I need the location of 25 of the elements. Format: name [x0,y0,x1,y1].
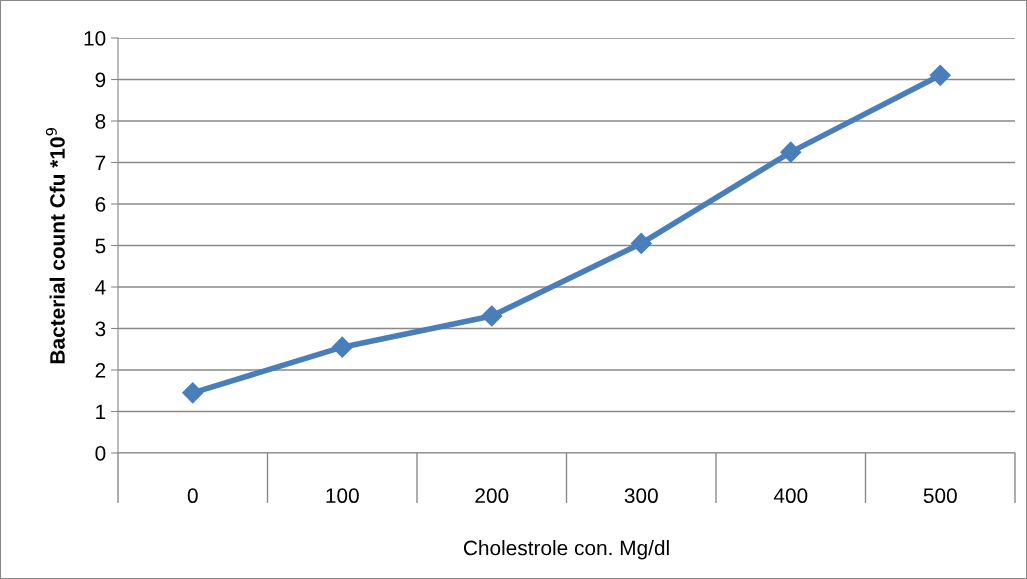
x-axis-title: Cholestrole con. Mg/dl [463,540,669,560]
x-tick-label: 200 [475,488,509,504]
x-tick-label: 100 [326,488,359,504]
x-tick-label: 0 [187,488,198,504]
point [481,305,503,327]
x-tick-label: 400 [773,488,808,504]
point [182,382,204,404]
y-tick-label: 8 [95,114,106,129]
point [780,141,802,163]
y-tick-label: 5 [95,238,106,254]
y-tick-label: 4 [95,280,106,295]
y-tick-label: 3 [95,321,106,337]
point [929,64,951,86]
y-tick-label: 6 [95,197,106,212]
y-tick-label: 9 [95,72,106,88]
y-tick-label: 7 [95,155,106,171]
point [630,232,652,254]
y-tick-label: 1 [96,404,106,420]
x-tick-label: 300 [624,488,658,504]
point [331,336,353,358]
y-axis-title: Bacterial count Cfu *10$^{9}$ [45,128,65,364]
y-tick-label: 10 [84,31,106,46]
y-tick-label: 0 [95,446,106,461]
y-tick-label: 2 [95,363,106,378]
x-tick-label: 500 [923,488,957,504]
